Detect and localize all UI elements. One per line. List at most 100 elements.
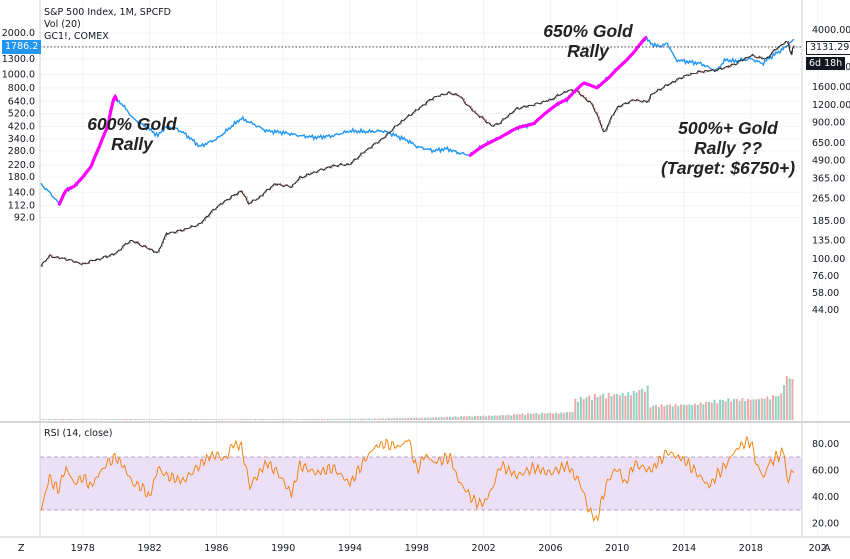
volume-bar xyxy=(101,419,104,420)
volume-bar xyxy=(398,418,401,420)
volume-bar xyxy=(329,418,332,420)
volume-bar xyxy=(791,379,794,420)
right-axis-tick: 265.00 xyxy=(812,194,845,205)
volume-bar xyxy=(362,418,365,420)
volume-bar xyxy=(170,419,173,420)
volume-bar xyxy=(758,399,761,420)
volume-bar xyxy=(295,419,298,420)
timezone-icon[interactable]: Z xyxy=(18,543,25,554)
auto-scale-icon[interactable]: A xyxy=(824,543,831,554)
volume-bar xyxy=(259,419,262,420)
volume-bar xyxy=(471,416,474,420)
volume-bar xyxy=(571,411,574,420)
volume-bar xyxy=(95,419,98,420)
volume-bar xyxy=(376,418,379,420)
volume-bar xyxy=(187,419,190,420)
volume-bar xyxy=(112,419,115,420)
volume-bar xyxy=(237,419,240,420)
annotation-650-rally: 650% Gold Rally xyxy=(543,21,633,61)
volume-bar xyxy=(120,419,123,420)
volume-bar xyxy=(153,419,156,420)
volume-bar xyxy=(629,395,632,420)
volume-bar xyxy=(621,393,624,420)
volume-bar xyxy=(677,405,680,420)
volume-bar xyxy=(217,419,220,420)
volume-bar xyxy=(627,392,630,420)
volume-bar xyxy=(760,398,763,420)
volume-bar xyxy=(396,418,399,420)
gold-price-line xyxy=(40,35,795,205)
volume-bar xyxy=(151,419,154,420)
volume-bar xyxy=(407,417,410,420)
volume-bar xyxy=(535,412,538,420)
volume-bar xyxy=(524,415,527,420)
volume-bar xyxy=(618,395,621,420)
sp500-price-line xyxy=(40,41,795,267)
volume-bar xyxy=(131,419,134,420)
rsi-label[interactable]: RSI (14, close) xyxy=(44,428,113,439)
volume-bar xyxy=(490,416,493,420)
volume-bar xyxy=(262,419,265,420)
volume-bar xyxy=(229,419,232,420)
chart-title[interactable]: S&P 500 Index, 1M, SPCFD xyxy=(44,7,171,18)
left-axis-tick: 2000.0 xyxy=(2,28,35,39)
left-axis-tick: 220.0 xyxy=(8,160,35,171)
volume-bar xyxy=(443,417,446,420)
volume-bar xyxy=(415,417,418,420)
volume-bar xyxy=(719,399,722,420)
volume-bar xyxy=(387,418,390,420)
volume-indicator-label[interactable]: Vol (20) xyxy=(44,19,81,30)
gold-series-label[interactable]: GC1!, COMEX xyxy=(44,31,109,42)
volume-bar xyxy=(657,407,660,420)
volume-bar xyxy=(62,419,65,420)
volume-bar xyxy=(732,398,735,420)
volume-bar xyxy=(485,416,488,420)
right-axis-tick: 100.00 xyxy=(812,254,845,265)
volume-bar xyxy=(184,419,187,420)
volume-bar xyxy=(724,401,727,420)
volume-bar xyxy=(215,419,218,420)
right-axis-tick: 1600.00 xyxy=(812,82,850,93)
volume-bar xyxy=(309,419,312,420)
volume-bar xyxy=(64,419,67,420)
left-axis-tick: 640.0 xyxy=(8,96,35,107)
volume-bar xyxy=(42,419,45,420)
volume-bar xyxy=(156,419,159,420)
volume-bar xyxy=(334,418,337,420)
volume-bar xyxy=(78,419,81,420)
volume-bar xyxy=(245,419,248,420)
volume-bar xyxy=(705,401,708,420)
volume-bar xyxy=(666,404,669,420)
volume-bar xyxy=(287,419,290,420)
volume-bar xyxy=(343,418,346,420)
volume-bar xyxy=(543,413,546,420)
volume-bar xyxy=(716,403,719,420)
right-axis-tick: 650.00 xyxy=(812,138,845,149)
volume-bar xyxy=(451,416,454,420)
volume-bar xyxy=(92,419,95,420)
right-axis-tick: 76.00 xyxy=(812,271,839,282)
volume-bar xyxy=(178,419,181,420)
time-axis-tick: 1998 xyxy=(405,543,429,554)
volume-bar xyxy=(479,416,482,420)
volume-bar xyxy=(59,419,62,420)
volume-bar xyxy=(284,419,287,420)
volume-bar xyxy=(504,415,507,420)
volume-bar xyxy=(435,417,438,420)
time-axis-tick: 2010 xyxy=(605,543,629,554)
volume-bar xyxy=(735,399,738,420)
volume-bar xyxy=(694,403,697,420)
volume-bar xyxy=(449,416,452,420)
rsi-line xyxy=(40,436,795,523)
volume-bar xyxy=(279,419,282,420)
volume-bar xyxy=(162,419,165,420)
volume-bar xyxy=(755,399,758,420)
volume-bar xyxy=(234,419,237,420)
volume-bar xyxy=(401,417,404,420)
volume-bar xyxy=(426,417,429,420)
volume-bar xyxy=(248,419,251,420)
volume-bar xyxy=(273,419,276,420)
volume-bar xyxy=(691,405,694,420)
volume-bar xyxy=(532,413,535,420)
volume-bar xyxy=(53,419,56,420)
